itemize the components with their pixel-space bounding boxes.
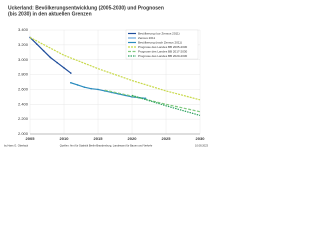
legend-label: Prognose des Landes BB 2017-2030: [138, 49, 188, 53]
legend-label: Bevölkerung (nach Zensus 2011): [138, 40, 182, 44]
y-tick-label: 3.000: [18, 57, 29, 62]
legend-label: Prognose des Landes BB 2005-2030: [138, 45, 188, 49]
point: [90, 87, 92, 90]
point: [49, 56, 52, 59]
legend-label: Prognose des Landes BB 2020-2030: [138, 54, 188, 58]
chart: Uckerland: Bevölkerungsentwicklung (2005…: [0, 0, 212, 150]
x-tick-label: 2015: [94, 136, 104, 141]
y-tick-label: 2.400: [18, 101, 29, 106]
chart-subtitle: (bis 2030) in den aktuellen Grenzen: [8, 11, 92, 17]
x-tick-label: 2010: [60, 136, 70, 141]
point: [70, 72, 72, 74]
footer-right: 10.08.2023: [195, 144, 209, 148]
point: [36, 43, 38, 45]
y-tick-label: 3.200: [18, 42, 29, 47]
series-line: [131, 94, 201, 117]
y-tick-label: 2.200: [18, 116, 29, 121]
point: [76, 84, 79, 86]
x-tick-label: 2020: [128, 136, 138, 141]
point: [97, 88, 99, 91]
x-tick-label: 2030: [196, 136, 206, 141]
chart-title: Uckerland: Bevölkerungsentwicklung (2005…: [8, 5, 164, 11]
point: [56, 61, 58, 64]
background: [0, 0, 212, 150]
footer-center: Quellen: Amt für Statistik Berlin-Brande…: [60, 144, 153, 148]
point: [83, 86, 86, 88]
x-tick-label: 2025: [162, 136, 172, 141]
y-tick-label: 3.400: [18, 27, 29, 32]
point: [42, 50, 45, 52]
y-tick-label: 2.000: [18, 131, 29, 136]
x-tick-label: 2005: [26, 136, 36, 141]
footer-left: by Hans G. Oberlack: [4, 144, 29, 148]
point: [70, 81, 72, 84]
legend-label: Bevölkerung (vor Zensus 2011): [138, 31, 180, 35]
series-line: [29, 36, 201, 101]
point: [63, 67, 65, 69]
legend-label: Zensus 2011: [138, 36, 155, 40]
y-tick-label: 2.600: [18, 86, 29, 91]
legend-box: [125, 29, 199, 60]
y-tick-label: 2.800: [18, 72, 29, 77]
